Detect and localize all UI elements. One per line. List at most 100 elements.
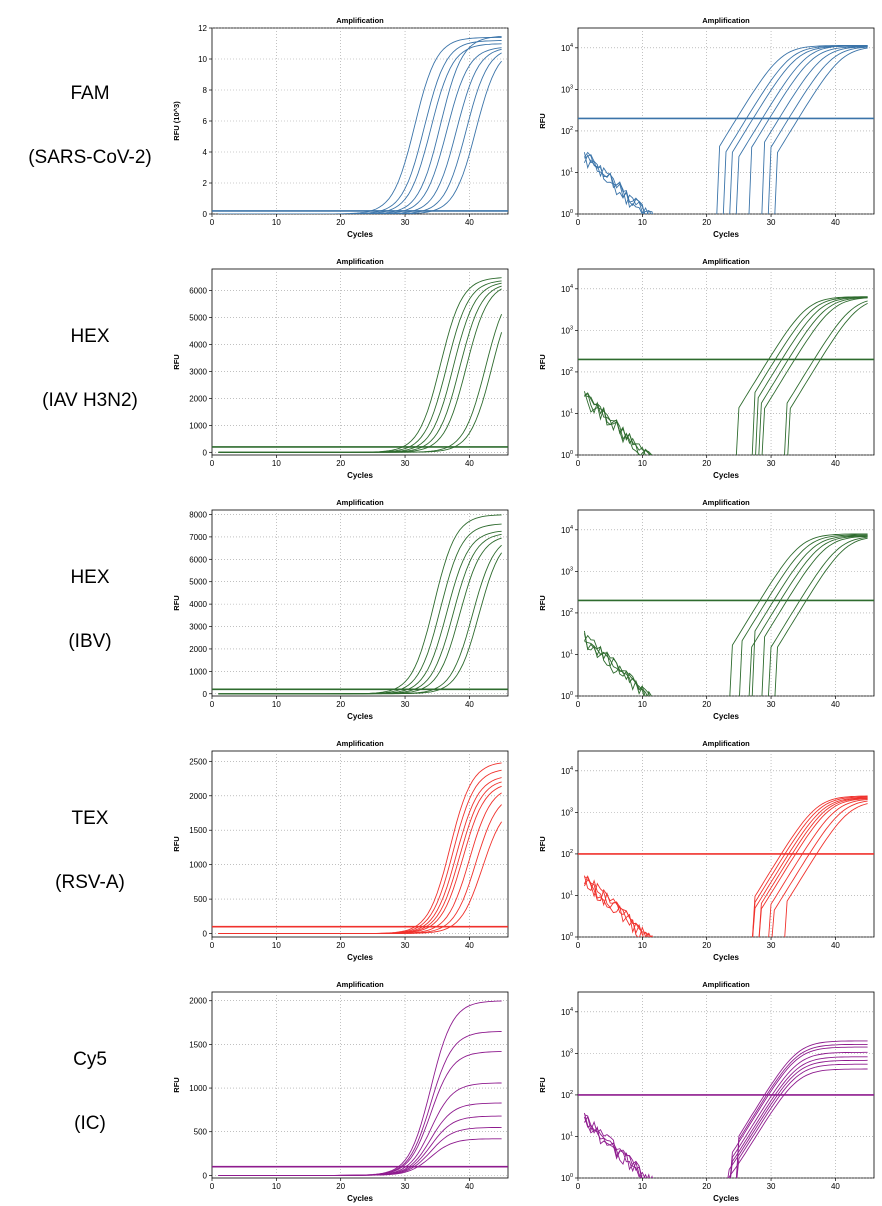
x-tick-label: 20 (336, 700, 345, 709)
x-tick-label: 10 (638, 218, 647, 227)
amplification-chart-7: Amplification 0 10 20 30 40 0 500 1000 1500 2000 25… (172, 739, 509, 962)
y-tick-exponent: 0 (570, 450, 573, 456)
trace-group (212, 514, 508, 695)
x-tick-label: 30 (767, 459, 776, 468)
y-tick-label: 2500 (189, 757, 207, 766)
y-tick-label: 4 (203, 148, 208, 157)
x-tick-label: 40 (831, 218, 840, 227)
amplification-trace-7 (583, 46, 868, 214)
x-axis-label: Cycles (713, 953, 739, 962)
y-tick-label: 12 (198, 24, 207, 33)
y-tick-label: 8 (203, 86, 208, 95)
amplification-trace-4 (758, 797, 868, 937)
amplification-trace-5 (584, 1056, 868, 1178)
amplification-trace-2 (752, 796, 868, 937)
amplification-chart-5: Amplification 0 10 20 30 40 0 1000 2000 3000 4000 5… (172, 498, 509, 721)
x-tick-label: 20 (336, 459, 345, 468)
y-tick-label: 104 (561, 43, 573, 53)
x-tick-label: 10 (638, 1182, 647, 1191)
trace-group (212, 762, 508, 935)
y-tick-label: 6000 (189, 555, 207, 564)
y-tick-label: 1500 (189, 826, 207, 835)
trace-group (578, 44, 874, 214)
x-tick-label: 30 (767, 941, 776, 950)
x-axis-label: Cycles (713, 712, 739, 721)
x-tick-label: 30 (401, 459, 410, 468)
x-tick-label: 0 (576, 459, 581, 468)
amplification-trace-1 (584, 45, 868, 214)
y-tick-exponent: 0 (570, 932, 573, 938)
y-tick-label: 6000 (189, 287, 207, 296)
plot-area (577, 27, 875, 215)
x-tick-label: 40 (831, 700, 840, 709)
y-tick-exponent: 2 (570, 126, 573, 132)
amplification-trace-4 (729, 1051, 868, 1178)
x-tick-label: 10 (272, 1182, 281, 1191)
y-axis-label: RFU (538, 595, 547, 610)
y-tick-label: 6 (203, 117, 208, 126)
y-tick-label: 5000 (189, 578, 207, 587)
amplification-trace-3 (583, 1046, 868, 1178)
y-tick-label: 4000 (189, 600, 207, 609)
amplification-trace-5 (584, 535, 868, 696)
x-tick-label: 20 (336, 218, 345, 227)
y-tick-label: 100 (561, 932, 573, 942)
target-label: (IC) (74, 1113, 106, 1134)
plot-area (577, 750, 875, 938)
x-tick-label: 40 (831, 1182, 840, 1191)
chart-title: Amplification (336, 498, 384, 507)
y-axis-label: RFU (172, 354, 181, 369)
trace-group (578, 533, 874, 696)
x-axis-label: Cycles (347, 230, 373, 239)
y-tick-label: 2000 (189, 645, 207, 654)
x-tick-label: 30 (401, 218, 410, 227)
row-label-hex-iav: HEX (IAV H3N2) (0, 305, 180, 433)
x-tick-label: 10 (272, 941, 281, 950)
trace-group (578, 296, 874, 455)
x-tick-label: 10 (272, 459, 281, 468)
chart-title: Amplification (702, 739, 750, 748)
x-tick-label: 40 (465, 1182, 474, 1191)
y-tick-exponent: 2 (570, 608, 573, 614)
y-axis-label: RFU (172, 595, 181, 610)
y-tick-label: 102 (561, 608, 573, 618)
chart-title: Amplification (702, 257, 750, 266)
y-tick-exponent: 4 (570, 1007, 573, 1013)
x-tick-label: 20 (336, 941, 345, 950)
y-tick-exponent: 4 (570, 43, 573, 49)
x-tick-label: 0 (210, 700, 215, 709)
y-tick-label: 1000 (189, 667, 207, 676)
y-tick-exponent: 0 (570, 691, 573, 697)
chart-title: Amplification (702, 498, 750, 507)
x-tick-label: 20 (336, 1182, 345, 1191)
y-tick-label: 104 (561, 525, 573, 535)
y-tick-label: 103 (561, 807, 573, 817)
amplification-chart-9: Amplification 0 10 20 30 40 0 500 1000 1500 2000 Cy… (172, 980, 509, 1203)
amplification-trace-3 (583, 535, 868, 696)
y-axis-label: RFU (538, 836, 547, 851)
plot-area (211, 991, 509, 1179)
y-tick-label: 500 (194, 895, 208, 904)
x-tick-label: 0 (576, 1182, 581, 1191)
chart-title: Amplification (336, 257, 384, 266)
y-tick-label: 7000 (189, 533, 207, 542)
plot-area (211, 509, 509, 697)
amplification-trace-5 (583, 46, 868, 214)
y-tick-label: 100 (561, 691, 573, 701)
y-tick-label: 3000 (189, 367, 207, 376)
y-tick-label: 101 (561, 408, 573, 418)
y-tick-exponent: 0 (570, 209, 573, 215)
x-tick-label: 10 (638, 459, 647, 468)
x-tick-label: 0 (576, 941, 581, 950)
chart-title: Amplification (336, 16, 384, 25)
amplification-trace-7 (584, 537, 868, 696)
y-tick-label: 100 (561, 209, 573, 219)
x-tick-label: 20 (702, 1182, 711, 1191)
amplification-trace-3 (583, 797, 868, 937)
x-tick-label: 30 (767, 1182, 776, 1191)
amplification-trace-8 (784, 803, 868, 937)
x-tick-label: 0 (576, 218, 581, 227)
y-tick-label: 103 (561, 566, 573, 576)
